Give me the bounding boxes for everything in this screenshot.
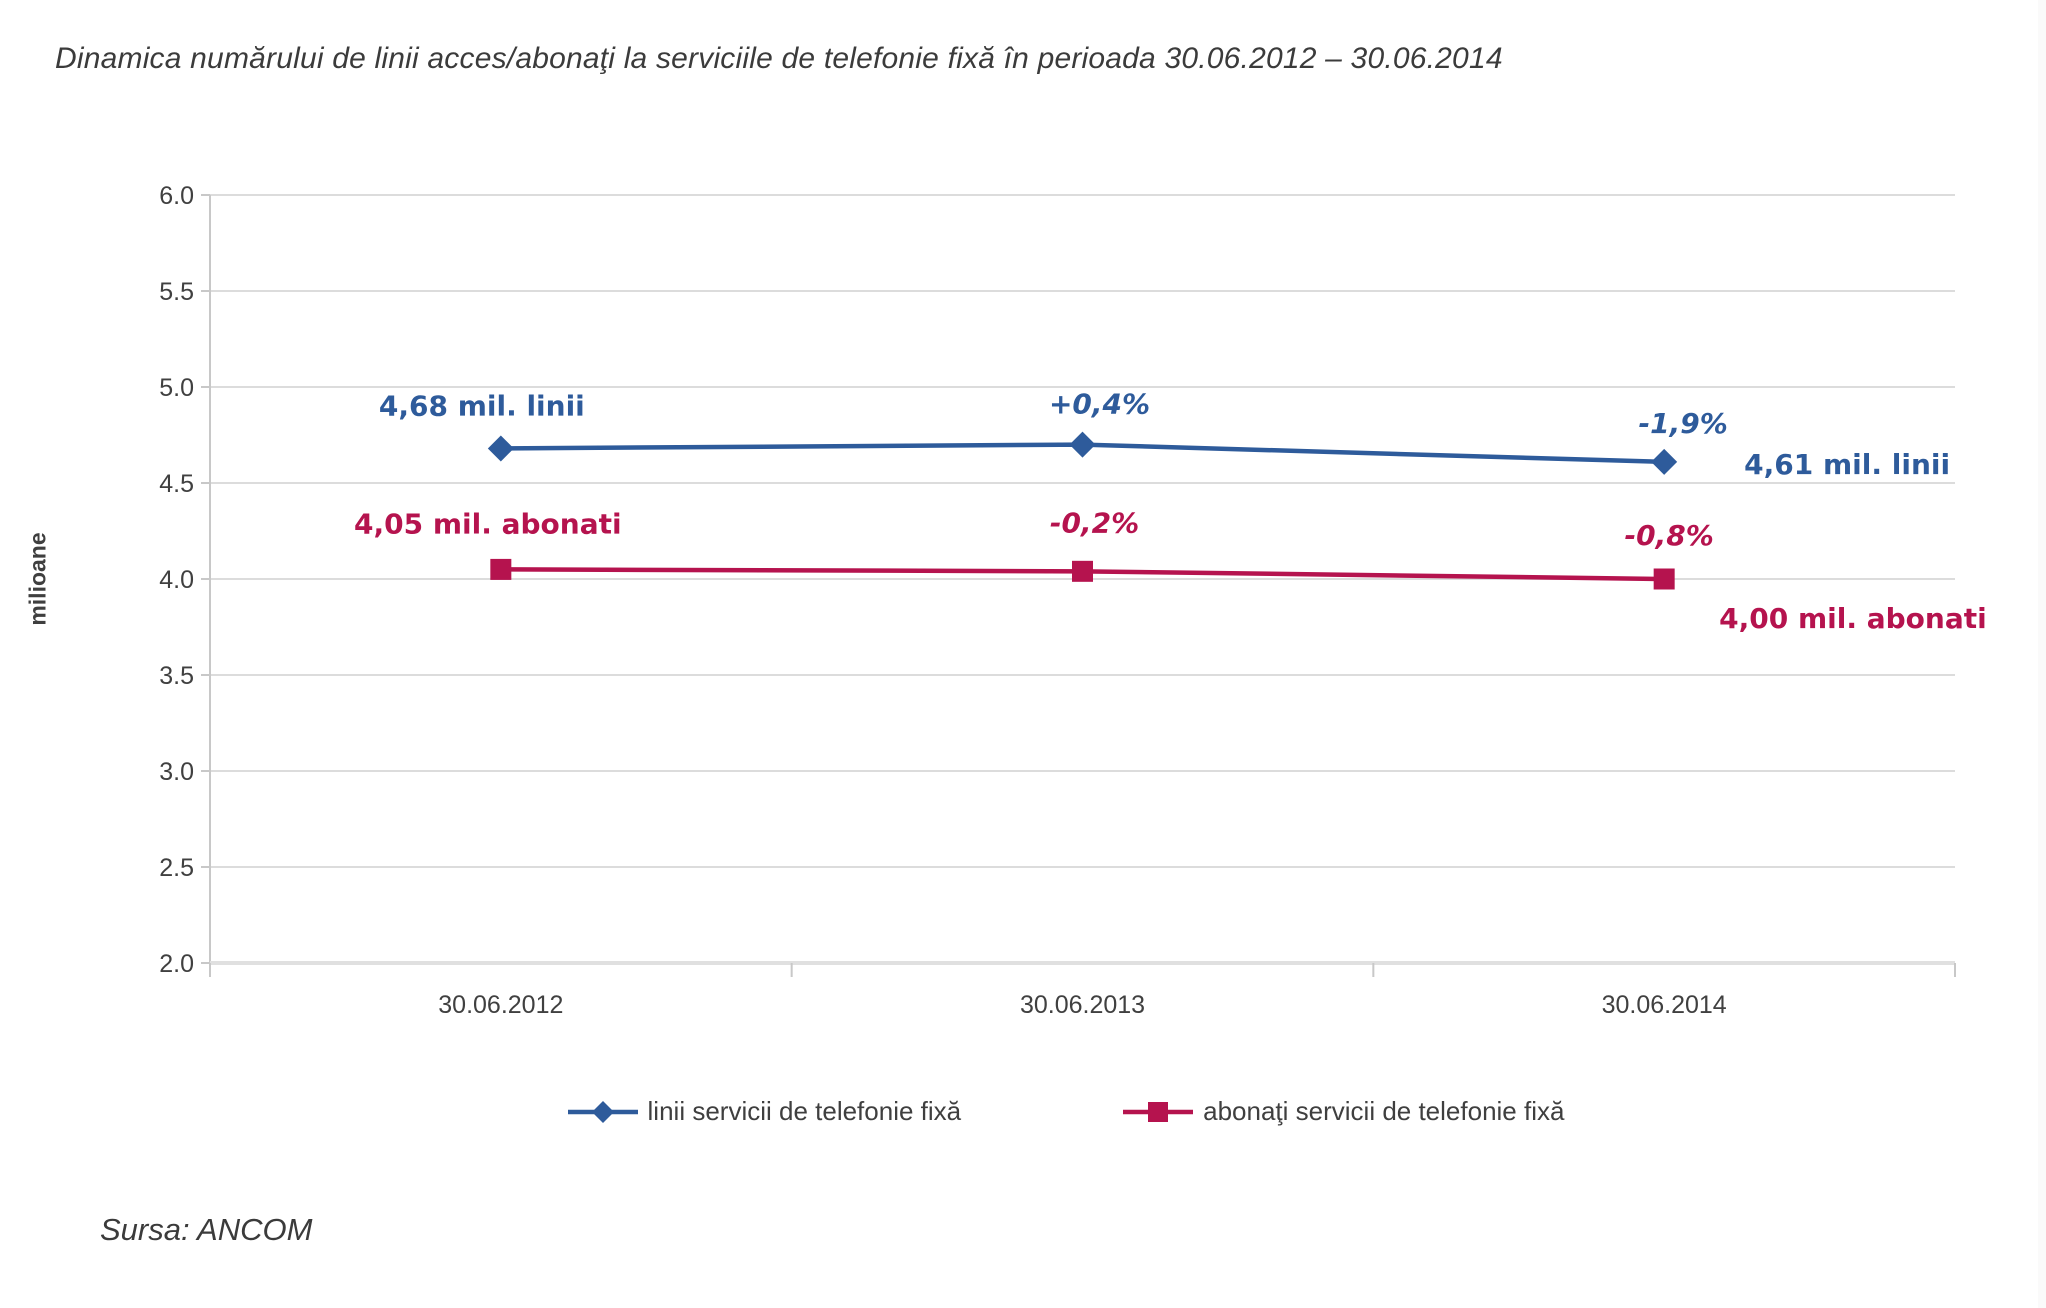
square-marker-icon xyxy=(1072,560,1093,582)
end-data-label: 4,61 mil. linii xyxy=(1744,448,1950,481)
data-label: -1,9% xyxy=(1639,407,1728,440)
data-label: -0,8% xyxy=(1625,519,1714,552)
diamond-marker-icon xyxy=(1651,448,1678,475)
page-edge-shade xyxy=(2038,0,2046,1308)
x-tick-label: 30.06.2013 xyxy=(1020,991,1145,1019)
legend-label-abonati: abonaţi servicii de telefonie fixă xyxy=(1203,1096,1565,1126)
legend-diamond-marker-icon xyxy=(567,1100,638,1123)
data-label: +0,4% xyxy=(1049,388,1150,421)
y-tick-label: 5.0 xyxy=(159,374,194,402)
legend: linii servicii de telefonie fixă abonaţi… xyxy=(42,1096,2046,1127)
square-marker-icon xyxy=(490,558,512,580)
square-marker-icon xyxy=(1653,568,1675,590)
legend-label-linii: linii servicii de telefonie fixă xyxy=(647,1096,962,1126)
source-note: Sursa: ANCOM xyxy=(100,1212,313,1247)
legend-item-abonati: abonaţi servicii de telefonie fixă xyxy=(1121,1096,1564,1127)
page-title: Dinamica numărului de linii acces/abonaţ… xyxy=(55,42,1503,75)
y-tick-label: 3.0 xyxy=(159,758,194,786)
legend-square-marker-icon xyxy=(1123,1101,1194,1122)
y-axis-title: milioane xyxy=(24,532,51,626)
y-tick-label: 2.0 xyxy=(159,950,194,978)
diamond-marker-icon xyxy=(487,435,514,462)
legend-item-linii: linii servicii de telefonie fixă xyxy=(566,1096,962,1127)
diamond-marker-icon xyxy=(1069,431,1096,458)
x-tick-label: 30.06.2014 xyxy=(1602,991,1727,1019)
y-tick-label: 4.5 xyxy=(159,470,194,498)
data-label: 4,05 mil. abonati xyxy=(354,507,622,540)
data-label: 4,68 mil. linii xyxy=(379,389,585,422)
y-tick-label: 5.5 xyxy=(159,278,194,306)
y-tick-label: 2.5 xyxy=(159,854,194,882)
y-tick-label: 4.0 xyxy=(159,566,194,594)
y-tick-label: 3.5 xyxy=(159,662,194,690)
data-label: -0,2% xyxy=(1050,506,1139,539)
y-tick-label: 6.0 xyxy=(159,182,194,210)
x-tick-label: 30.06.2012 xyxy=(438,991,563,1019)
end-data-label: 4,00 mil. abonati xyxy=(1719,602,1987,635)
